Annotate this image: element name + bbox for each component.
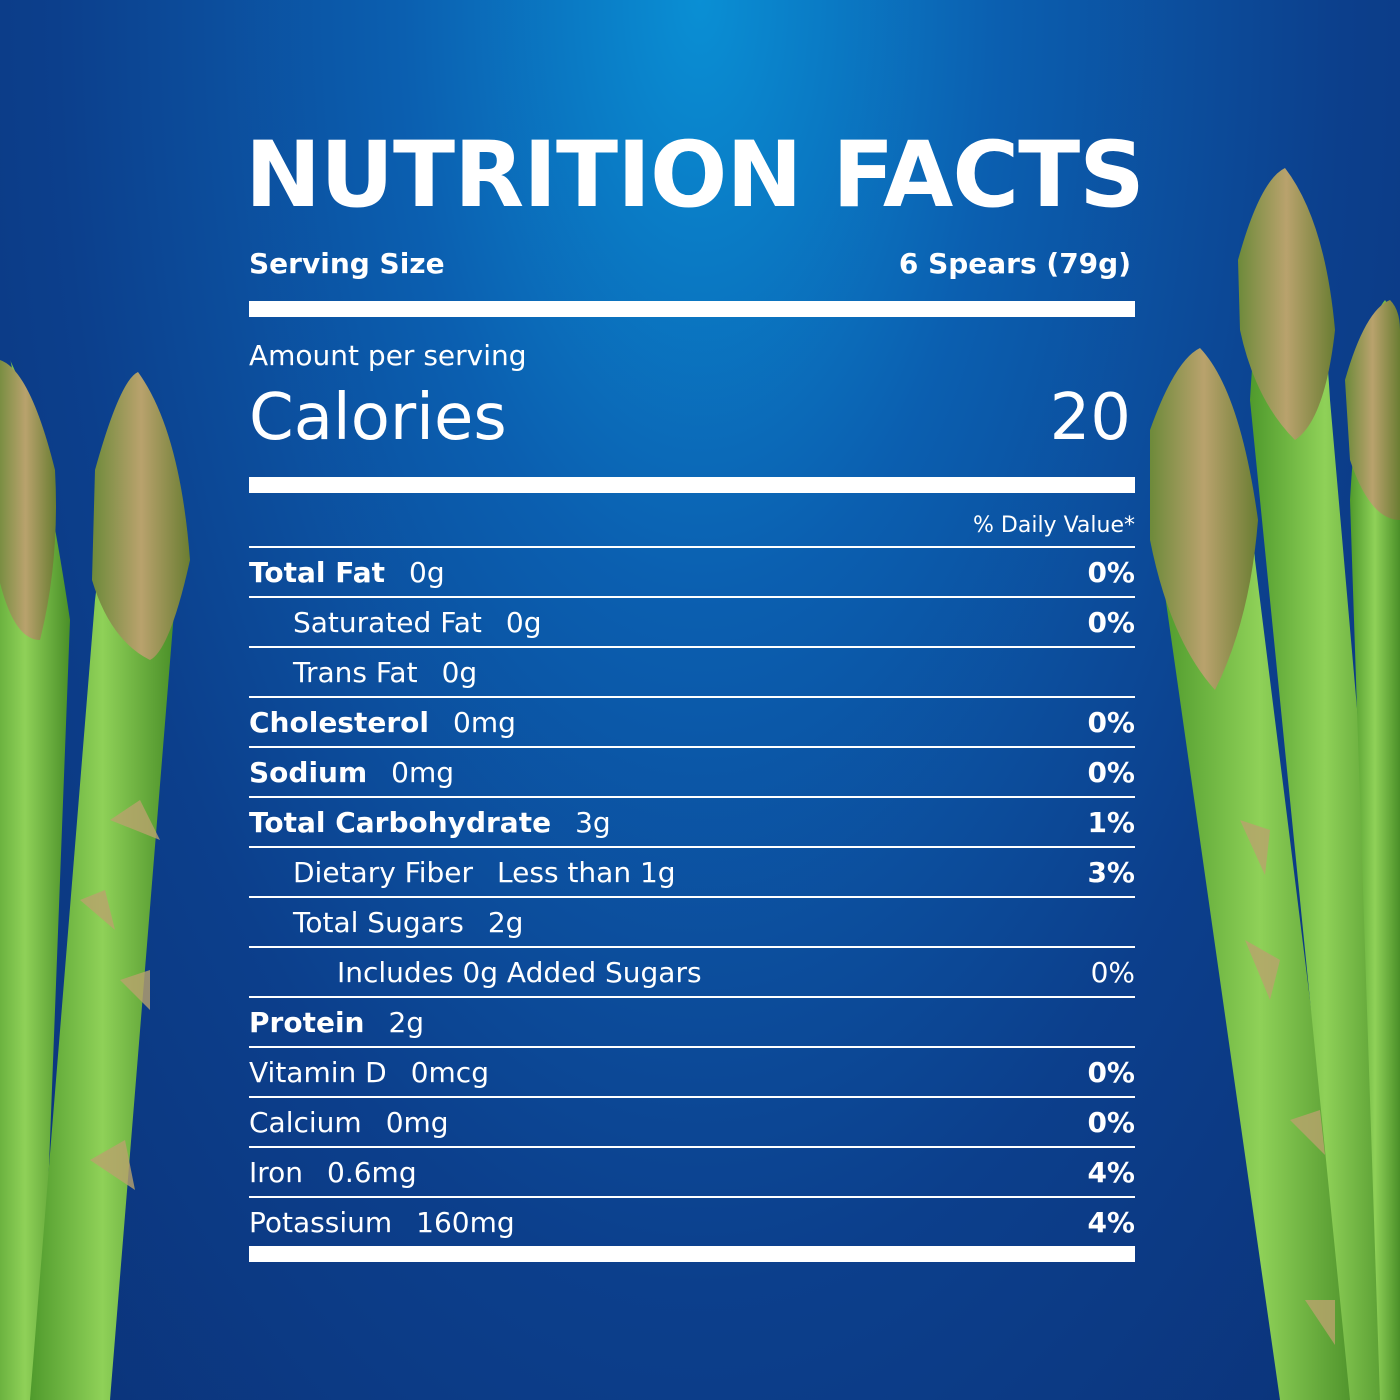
amount-per-serving: Amount per serving [249,339,527,372]
nutrient-name: Trans Fat [293,655,418,689]
thick-divider-bottom [249,1246,1135,1262]
asparagus-spear-left-1 [0,360,70,1400]
calories-value: 20 [1049,381,1131,455]
asparagus-spear-right-2 [1238,168,1400,1400]
nutrient-name: Total Fat [249,555,386,589]
serving-size-label: Serving Size [249,247,445,280]
nutrient-row: Vitamin D 0mcg 0% [249,1048,1135,1098]
daily-value-header: % Daily Value* [249,513,1135,548]
nutrient-dv: 1% [1087,805,1135,839]
calories-row: Calories 20 [249,386,1135,450]
nutrient-name: Total Carbohydrate [249,805,552,839]
nutrient-dv: 4% [1087,1205,1135,1239]
nutrient-amount: 0mg [385,1105,449,1139]
asparagus-spear-left-2 [30,372,190,1400]
nutrient-row: Includes 0g Added Sugars 0% [249,948,1135,998]
thick-divider-calories [249,477,1135,493]
nutrient-dv: 0% [1087,1105,1135,1139]
nutrient-amount: 0.6mg [327,1155,417,1189]
nutrient-row: Sodium 0mg 0% [249,748,1135,798]
nutrient-name: Includes 0g Added Sugars [337,955,702,989]
nutrient-dv: 3% [1087,855,1135,889]
nutrient-dv: 0% [1087,705,1135,739]
nutrient-amount: Less than 1g [497,855,676,889]
nutrient-row: Total Carbohydrate 3g 1% [249,798,1135,848]
nutrient-amount: 160mg [416,1205,515,1239]
nutrient-amount: 0g [505,605,542,639]
nutrient-name: Potassium [249,1205,393,1239]
nutrient-amount: 3g [575,805,611,839]
nutrient-dv: 4% [1087,1155,1135,1189]
nutrient-amount: 2g [487,905,524,939]
nutrient-row: Total Sugars 2g [249,898,1135,948]
nutrient-dv: 0% [1087,555,1135,589]
nutrient-name: Sodium [249,755,368,789]
nutrient-row: Saturated Fat 0g 0% [249,598,1135,648]
nutrient-name: Cholesterol [249,705,429,739]
nutrient-name: Iron [249,1155,304,1189]
nutrient-amount: 0g [441,655,478,689]
calories-label: Calories [249,381,507,455]
asparagus-spear-right-3 [1345,300,1400,1400]
nutrient-row: Iron 0.6mg 4% [249,1148,1135,1198]
nutrient-amount: 0g [409,555,445,589]
nutrient-amount: 2g [388,1005,425,1039]
nutrient-dv: 0% [1090,955,1135,989]
serving-size-row: Serving Size 6 Spears (79g) [249,247,1135,280]
nutrient-name: Protein [249,1005,365,1039]
nutrient-amount: 0mg [391,755,455,789]
nutrient-row: Protein 2g [249,998,1135,1048]
nutrient-amount: 0mcg [410,1055,489,1089]
nutrient-name: Total Sugars [293,905,464,939]
nutrient-name: Saturated Fat [293,605,482,639]
nutrition-facts-label: NUTRITION FACTS Serving Size 6 Spears (7… [245,110,1145,1262]
nutrient-row: Trans Fat 0g [249,648,1135,698]
asparagus-spear-right-1 [1150,348,1360,1400]
nutrient-dv: 0% [1087,1055,1135,1089]
nutrient-row: Potassium 160mg 4% [249,1198,1135,1246]
nutrient-row: Calcium 0mg 0% [249,1098,1135,1148]
nutrient-row: Dietary Fiber Less than 1g 3% [249,848,1135,898]
nutrient-row: Cholesterol 0mg 0% [249,698,1135,748]
nutrient-dv: 0% [1087,755,1135,789]
nutrient-dv: 0% [1087,605,1135,639]
label-title: NUTRITION FACTS [245,123,1145,228]
thick-divider-top [249,301,1135,317]
nutrient-table: Total Fat 0g 0% Saturated Fat 0g 0% Trans … [249,548,1135,1246]
nutrient-name: Calcium [249,1105,362,1139]
serving-size-value: 6 Spears (79g) [898,247,1131,280]
nutrient-amount: 0mg [453,705,516,739]
nutrient-name: Dietary Fiber [293,855,474,889]
nutrient-row: Total Fat 0g 0% [249,548,1135,598]
nutrient-name: Vitamin D [249,1055,387,1089]
